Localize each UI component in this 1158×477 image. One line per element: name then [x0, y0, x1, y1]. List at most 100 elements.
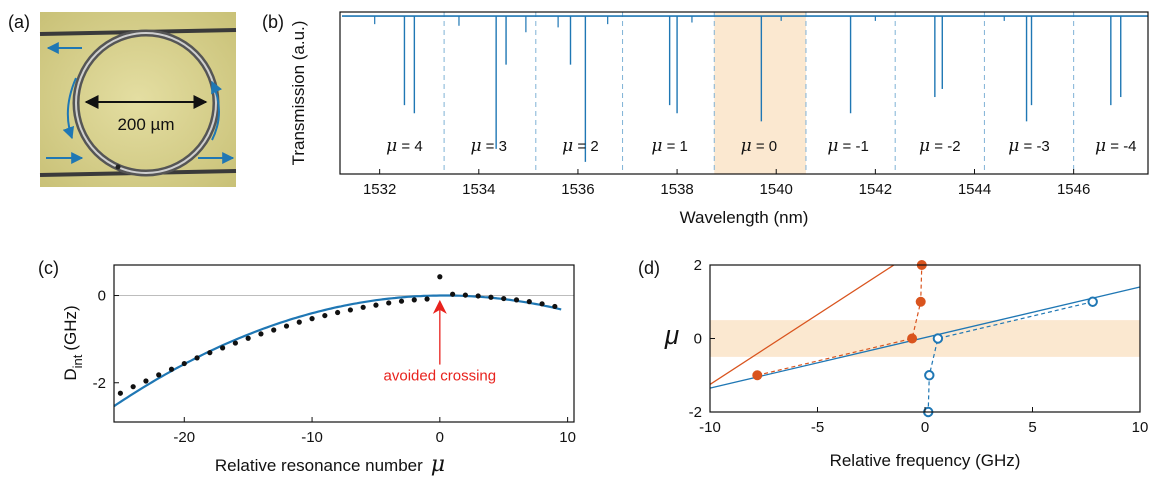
plot-c-data-point [335, 309, 341, 316]
plot-b-mode-label: μ = 1 [651, 136, 688, 156]
plot-b-mode-number: -3 [1036, 138, 1049, 155]
plot-d-fit-line [709, 264, 895, 385]
plot-c-data-point [232, 340, 238, 346]
plot-c-data-point [296, 319, 302, 325]
plot-c-data-point [437, 274, 443, 280]
plot-b-mode-label: μ = 0 [741, 136, 778, 156]
panel-label-d: (d) [638, 258, 660, 278]
plot-d-highlight-band [710, 320, 1140, 357]
plot-c-data-point [424, 296, 430, 302]
plot-b-x-tick-label: 1546 [1057, 181, 1090, 198]
plot-b-mode-equals: = [838, 138, 855, 155]
flow-arrow-ring-left-icon [62, 77, 77, 140]
plot-d-filled-point [752, 370, 763, 381]
ring-resonator-inner [75, 32, 217, 174]
plot-c-fit-curve [113, 294, 562, 408]
plot-d-x-tick-label: 5 [1028, 419, 1036, 436]
plot-b-frame [339, 11, 1149, 175]
panel-label-b: (b) [262, 12, 284, 32]
plot-b-mode-symbol: μ [651, 136, 662, 156]
plot-d-open-point [1087, 296, 1098, 307]
plot-c-data-point [143, 378, 149, 384]
flow-arrow-ring-right-icon [211, 80, 223, 141]
plot-c-data-point [130, 384, 136, 390]
ring-defect [115, 164, 121, 170]
plot-c-data-point [360, 304, 366, 310]
microresonator-photo: 200 µm [39, 12, 237, 187]
plot-b-highlight-band [714, 12, 806, 174]
plot-b-x-tick-label: 1542 [859, 181, 892, 198]
plot-d-open-point [924, 370, 935, 381]
plot-b-mode-symbol: μ [1008, 136, 1019, 156]
plot-c-data-point [501, 295, 507, 302]
plot-c-data-point [258, 331, 264, 337]
plot-c-frame [113, 264, 575, 423]
plot-d-x-tick-label: -10 [699, 419, 721, 436]
plot-b-mode-number: 0 [769, 138, 777, 155]
plot-c-data-point [513, 297, 520, 303]
plot-d-x-tick-label: -5 [811, 419, 824, 436]
plot-d-x-tick-label: 0 [921, 419, 929, 436]
plot-c-x-tick-label: -20 [173, 429, 195, 446]
plot-b-mode-equals: = [397, 138, 414, 155]
plot-d-x-axis-label: Relative frequency (GHz) [830, 451, 1021, 470]
plot-d-filled-point [915, 296, 926, 307]
plot-b-x-tick-label: 1534 [462, 181, 495, 198]
panel-label-a: (a) [8, 12, 30, 32]
plot-d-open-point [932, 333, 944, 344]
plot-b-mode-number: -4 [1123, 138, 1136, 155]
plot-c-data-point [398, 298, 405, 304]
plot-c-data-point [168, 366, 175, 372]
plot-b-mode-number: -2 [947, 138, 960, 155]
plot-b-mode-symbol: μ [1095, 136, 1106, 156]
plot-d-y-tick-label: 0 [694, 331, 702, 348]
plot-b-mode-number: 1 [680, 138, 688, 155]
plot-b-mode-number: 3 [499, 138, 507, 155]
plot-b-mode-symbol: μ [919, 136, 930, 156]
plot-d-x-tick-label: 10 [1132, 419, 1149, 436]
plot-b-mode-equals: = [662, 138, 679, 155]
plot-b-mode-number: 4 [414, 138, 422, 155]
plot-c-data-point [450, 291, 456, 297]
plot-c-data-point [488, 294, 494, 300]
plot-c-y-tick-label: -2 [93, 375, 106, 392]
plot-c-data-point [347, 307, 353, 313]
plot-c-data-point [539, 301, 545, 307]
plot-c-data-point [181, 360, 187, 367]
plot-c-x-tick-label: 0 [436, 429, 444, 446]
plot-b-mode-label: μ = 2 [562, 136, 599, 156]
plot-b-mode-number: -1 [856, 138, 869, 155]
plot-c-data-point [156, 372, 162, 378]
plot-c-data-point [309, 316, 315, 322]
plot-b-mode-equals: = [482, 138, 499, 155]
plot-b-x-tick-label: 1532 [363, 181, 396, 198]
plot-c-data-point [271, 327, 277, 333]
plot-c-data-point [411, 297, 417, 303]
frequency-mode-plot: -10 -5 0 5 10 -2 0 2 Relative frequency (GHz) μ [664, 257, 1148, 470]
plot-d-connector-line [927, 301, 1093, 413]
plot-c-x-tick-label: 10 [559, 429, 576, 446]
plot-c-data-point [220, 345, 226, 351]
plot-c-data-point [386, 300, 392, 306]
plot-b-mode-label: μ = -1 [827, 136, 869, 156]
plot-b-x-axis-label: Wavelength (nm) [680, 208, 809, 227]
plot-c-annotation-arrowhead-icon [432, 299, 447, 314]
plot-b-mode-label: μ = -2 [919, 136, 961, 156]
plot-d-y-tick-label: 2 [694, 257, 702, 274]
plot-b-mode-equals: = [573, 138, 590, 155]
plot-c-x-tick-label: -10 [301, 429, 323, 446]
plot-b-x-tick-label: 1538 [660, 181, 693, 198]
plot-c-data-point [462, 292, 468, 298]
plot-c-data-point [245, 335, 251, 341]
plot-b-mode-symbol: μ [741, 136, 752, 156]
plot-d-y-axis-label: μ [664, 320, 679, 350]
plot-c-data-point [283, 323, 290, 329]
plot-c-data-point [475, 293, 481, 299]
plot-d-fit-line [709, 286, 1141, 389]
dispersion-plot: avoided crossing -20 -10 0 10-20 Relative r… [61, 264, 576, 477]
panel-label-c: (c) [38, 258, 59, 278]
plot-c-data-point [526, 299, 532, 305]
plot-b-mode-symbol: μ [827, 136, 838, 156]
plot-c-data-point [552, 303, 558, 310]
